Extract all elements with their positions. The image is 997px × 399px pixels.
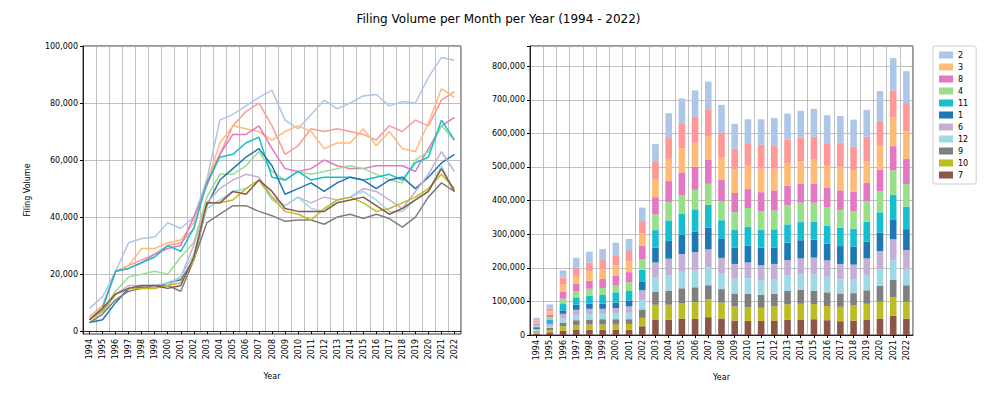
svg-text:2005: 2005 xyxy=(228,339,237,359)
svg-text:1994: 1994 xyxy=(532,340,541,360)
svg-text:2013: 2013 xyxy=(333,339,342,359)
svg-text:2002: 2002 xyxy=(638,340,647,360)
svg-text:2019: 2019 xyxy=(411,339,420,359)
svg-text:2021: 2021 xyxy=(889,340,898,360)
svg-text:2012: 2012 xyxy=(770,340,779,360)
svg-text:6: 6 xyxy=(958,123,963,132)
svg-text:2016: 2016 xyxy=(823,340,832,360)
svg-text:Year: Year xyxy=(712,373,731,382)
svg-text:100,000: 100,000 xyxy=(492,297,525,306)
svg-text:2008: 2008 xyxy=(717,340,726,360)
svg-text:2000: 2000 xyxy=(163,339,172,359)
svg-text:2021: 2021 xyxy=(437,339,446,359)
svg-text:2020: 2020 xyxy=(424,339,433,359)
svg-text:10: 10 xyxy=(958,159,968,168)
svg-text:2020: 2020 xyxy=(875,340,884,360)
svg-text:2006: 2006 xyxy=(691,340,700,360)
svg-text:500,000: 500,000 xyxy=(492,162,525,171)
svg-text:1: 1 xyxy=(958,111,963,120)
svg-text:60,000: 60,000 xyxy=(50,156,78,165)
svg-text:1997: 1997 xyxy=(572,340,581,360)
svg-text:1994: 1994 xyxy=(85,339,94,359)
svg-text:8: 8 xyxy=(958,75,963,84)
svg-text:Filing Volume per Month per Ye: Filing Volume per Month per Year (1994 -… xyxy=(356,12,640,26)
svg-text:1995: 1995 xyxy=(545,340,554,360)
svg-text:2001: 2001 xyxy=(176,339,185,359)
svg-text:Year: Year xyxy=(263,372,282,381)
svg-text:2011: 2011 xyxy=(307,339,316,359)
svg-text:200,000: 200,000 xyxy=(492,263,525,272)
svg-text:2003: 2003 xyxy=(202,339,211,359)
svg-text:1998: 1998 xyxy=(585,340,594,360)
svg-text:2004: 2004 xyxy=(664,340,673,360)
svg-text:2015: 2015 xyxy=(359,339,368,359)
svg-text:2014: 2014 xyxy=(796,340,805,360)
svg-text:20,000: 20,000 xyxy=(50,270,78,279)
svg-text:80,000: 80,000 xyxy=(50,99,78,108)
svg-text:2011: 2011 xyxy=(757,340,766,360)
svg-text:3: 3 xyxy=(958,63,963,72)
svg-text:1998: 1998 xyxy=(137,339,146,359)
svg-text:2017: 2017 xyxy=(836,340,845,360)
svg-text:2022: 2022 xyxy=(450,339,459,359)
svg-text:2019: 2019 xyxy=(862,340,871,360)
svg-text:9: 9 xyxy=(958,147,963,156)
svg-text:2: 2 xyxy=(958,51,963,60)
svg-text:40,000: 40,000 xyxy=(50,213,78,222)
svg-text:2008: 2008 xyxy=(268,339,277,359)
svg-text:0: 0 xyxy=(73,327,78,336)
svg-text:12: 12 xyxy=(958,135,968,144)
svg-text:4: 4 xyxy=(958,87,963,96)
svg-text:2001: 2001 xyxy=(625,340,634,360)
svg-text:2018: 2018 xyxy=(398,339,407,359)
svg-text:800,000: 800,000 xyxy=(492,62,525,71)
svg-text:2004: 2004 xyxy=(215,339,224,359)
svg-text:1996: 1996 xyxy=(559,340,568,360)
svg-text:2013: 2013 xyxy=(783,340,792,360)
svg-text:100,000: 100,000 xyxy=(45,42,78,51)
svg-text:0: 0 xyxy=(520,331,525,340)
svg-text:1999: 1999 xyxy=(598,340,607,360)
svg-text:2022: 2022 xyxy=(902,340,911,360)
svg-text:2016: 2016 xyxy=(372,339,381,359)
svg-text:2014: 2014 xyxy=(346,339,355,359)
svg-text:2003: 2003 xyxy=(651,340,660,360)
svg-text:2010: 2010 xyxy=(294,339,303,359)
svg-text:300,000: 300,000 xyxy=(492,230,525,239)
svg-text:1995: 1995 xyxy=(98,339,107,359)
svg-text:2009: 2009 xyxy=(281,339,290,359)
svg-text:2015: 2015 xyxy=(809,340,818,360)
svg-text:1999: 1999 xyxy=(150,339,159,359)
svg-text:2018: 2018 xyxy=(849,340,858,360)
svg-text:1997: 1997 xyxy=(124,339,133,359)
svg-text:7: 7 xyxy=(958,171,963,180)
svg-text:2009: 2009 xyxy=(730,340,739,360)
svg-text:2002: 2002 xyxy=(189,339,198,359)
svg-text:2000: 2000 xyxy=(611,340,620,360)
svg-text:11: 11 xyxy=(958,99,968,108)
svg-text:2012: 2012 xyxy=(320,339,329,359)
svg-text:2017: 2017 xyxy=(385,339,394,359)
svg-text:2007: 2007 xyxy=(254,339,263,359)
svg-text:2010: 2010 xyxy=(743,340,752,360)
svg-text:400,000: 400,000 xyxy=(492,196,525,205)
svg-text:2007: 2007 xyxy=(704,340,713,360)
svg-text:1996: 1996 xyxy=(111,339,120,359)
svg-text:600,000: 600,000 xyxy=(492,129,525,138)
svg-text:2005: 2005 xyxy=(677,340,686,360)
svg-text:2006: 2006 xyxy=(241,339,250,359)
svg-text:700,000: 700,000 xyxy=(492,95,525,104)
svg-text:Filing Volume: Filing Volume xyxy=(23,163,32,216)
